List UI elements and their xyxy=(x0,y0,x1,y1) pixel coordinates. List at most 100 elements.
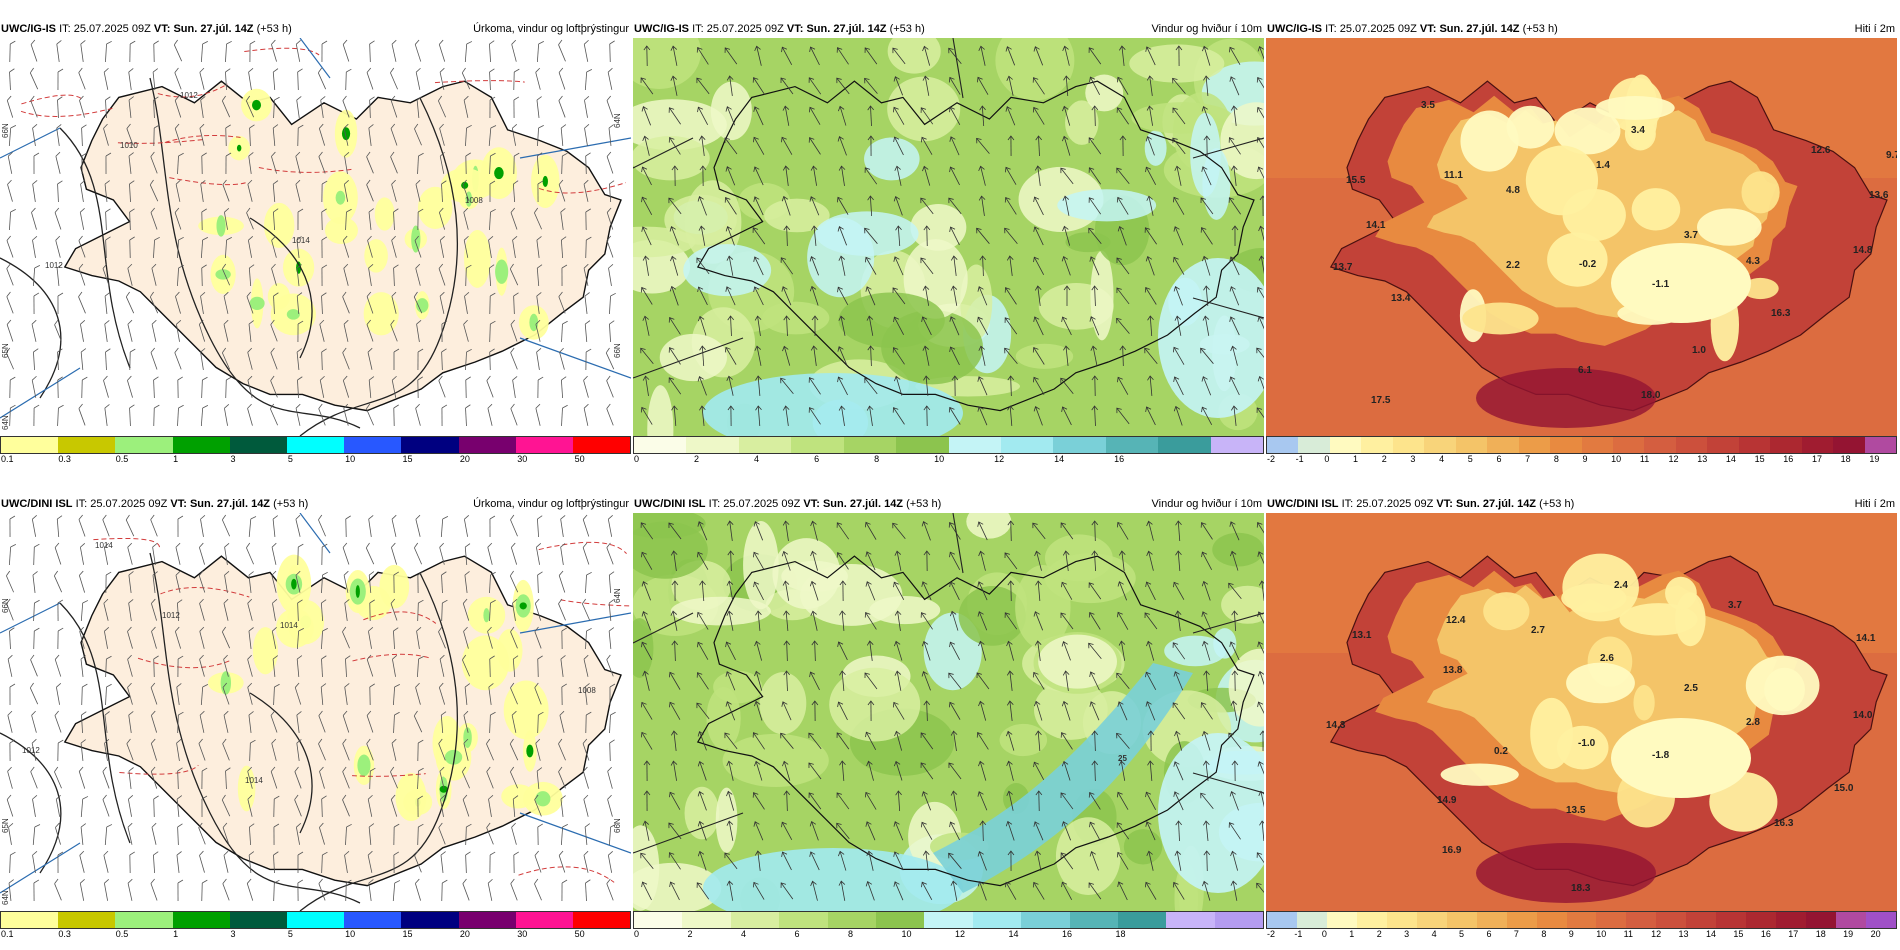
temperature-value: 14.9 xyxy=(1437,795,1457,806)
wind-barb xyxy=(534,850,542,873)
temperature-value: 13.4 xyxy=(1391,293,1411,304)
latitude-label: 66N xyxy=(613,343,622,358)
graticule-line xyxy=(0,127,61,159)
wind-barb xyxy=(368,571,375,594)
temperature-value: 2.4 xyxy=(1614,580,1628,591)
wind-barb xyxy=(80,655,86,677)
wind-barb xyxy=(608,599,615,621)
map-panel-dini-precip: UWC/DINI ISL IT: 25.07.2025 09Z VT: Sun.… xyxy=(0,495,631,943)
wind-barb xyxy=(464,41,473,63)
precip-area xyxy=(529,313,539,332)
wind-barb xyxy=(368,124,374,146)
wind-barb xyxy=(609,40,615,63)
wind-barb xyxy=(416,627,422,649)
wind-barb xyxy=(583,263,589,286)
wind-barb xyxy=(608,264,614,286)
wind-barb xyxy=(296,348,302,370)
wind-arrow xyxy=(923,700,931,722)
wind-arrow xyxy=(950,255,958,276)
wind-barb xyxy=(151,319,157,342)
wind-barb xyxy=(536,41,544,63)
precip-area xyxy=(251,99,262,111)
wind-arrow xyxy=(780,377,794,394)
wind-barb xyxy=(295,179,301,202)
wind-barb xyxy=(151,598,157,621)
wind-barb xyxy=(150,514,158,537)
temperature-area xyxy=(1547,232,1608,287)
wind-arrow xyxy=(781,195,791,216)
colorbar-swatch xyxy=(1550,437,1582,453)
wind-speed-area xyxy=(910,204,967,251)
panel-header: UWC/DINI ISL IT: 25.07.2025 09Z VT: Sun.… xyxy=(633,495,1264,513)
colorbar-ticks: 0 2 4 6 8 10 12 14 16 xyxy=(633,454,1264,466)
wind-arrow xyxy=(864,791,877,810)
wind-barb xyxy=(221,514,231,537)
wind-speed-area xyxy=(815,211,919,256)
wind-barb xyxy=(321,292,327,315)
wind-barb xyxy=(510,403,518,426)
wind-barb xyxy=(296,236,302,258)
wind-barb xyxy=(560,655,566,677)
wind-barb xyxy=(489,571,496,594)
wind-arrow xyxy=(867,700,875,722)
wind-arrow xyxy=(696,672,709,690)
colorbar-tick-label: 0 xyxy=(634,929,640,939)
wind-arrow xyxy=(670,760,678,781)
wind-barb xyxy=(248,320,254,342)
wind-arrow xyxy=(640,347,654,365)
wind-arrow xyxy=(895,225,902,247)
wind-barb xyxy=(609,292,616,315)
wind-arrow xyxy=(641,611,651,631)
wind-barb xyxy=(560,376,567,399)
wind-barb xyxy=(582,514,590,537)
run-info: UWC/IG-IS IT: 25.07.2025 09Z VT: Sun. 27… xyxy=(634,20,925,38)
wind-barb xyxy=(222,822,230,845)
wind-barb xyxy=(393,571,400,594)
wind-barb xyxy=(561,320,568,343)
wind-arrow xyxy=(1175,820,1183,842)
wind-barb xyxy=(342,738,350,761)
wind-arrow xyxy=(864,77,878,94)
colorbar-swatch xyxy=(779,912,828,928)
wind-arrow xyxy=(894,165,902,186)
wind-arrow xyxy=(923,550,931,572)
wind-barb xyxy=(390,123,398,146)
colorbar-tick-label: 14 xyxy=(1054,454,1065,464)
wind-barb xyxy=(606,375,614,398)
colorbar-tick-label: 18 xyxy=(1815,929,1826,939)
wind-barb xyxy=(320,683,327,706)
wind-arrow xyxy=(1088,137,1102,155)
colorbar-swatch xyxy=(1487,437,1519,453)
wind-barb xyxy=(417,571,424,594)
wind-arrow xyxy=(1201,730,1211,751)
wind-barb xyxy=(561,404,568,427)
wind-barb xyxy=(585,571,592,594)
graticule-line xyxy=(1192,612,1264,634)
wind-barb xyxy=(297,543,304,566)
wind-barb xyxy=(129,404,135,427)
wind-barb xyxy=(391,542,397,565)
wind-barb xyxy=(105,348,111,371)
wind-arrow xyxy=(837,376,848,396)
wind-arrow xyxy=(1117,225,1127,246)
wind-arrow xyxy=(1116,521,1129,540)
wind-barb xyxy=(489,96,496,119)
wind-barb xyxy=(465,348,472,371)
wind-barb xyxy=(438,822,446,845)
wind-barb xyxy=(558,598,566,621)
wind-barb xyxy=(584,292,590,314)
wind-barb xyxy=(249,40,256,63)
isobar-label: 1014 xyxy=(292,236,310,245)
wind-barb xyxy=(80,796,89,818)
wind-barb xyxy=(224,404,230,426)
wind-barb xyxy=(199,710,205,733)
wind-barb xyxy=(271,542,277,565)
wind-barb xyxy=(8,823,14,845)
wind-arrow xyxy=(752,732,765,750)
wind-arrow xyxy=(671,405,678,426)
wind-arrow xyxy=(867,195,874,217)
wind-arrow xyxy=(697,315,707,336)
wind-barb xyxy=(103,850,109,873)
wind-arrow xyxy=(1089,821,1101,840)
wind-barb xyxy=(534,207,542,230)
